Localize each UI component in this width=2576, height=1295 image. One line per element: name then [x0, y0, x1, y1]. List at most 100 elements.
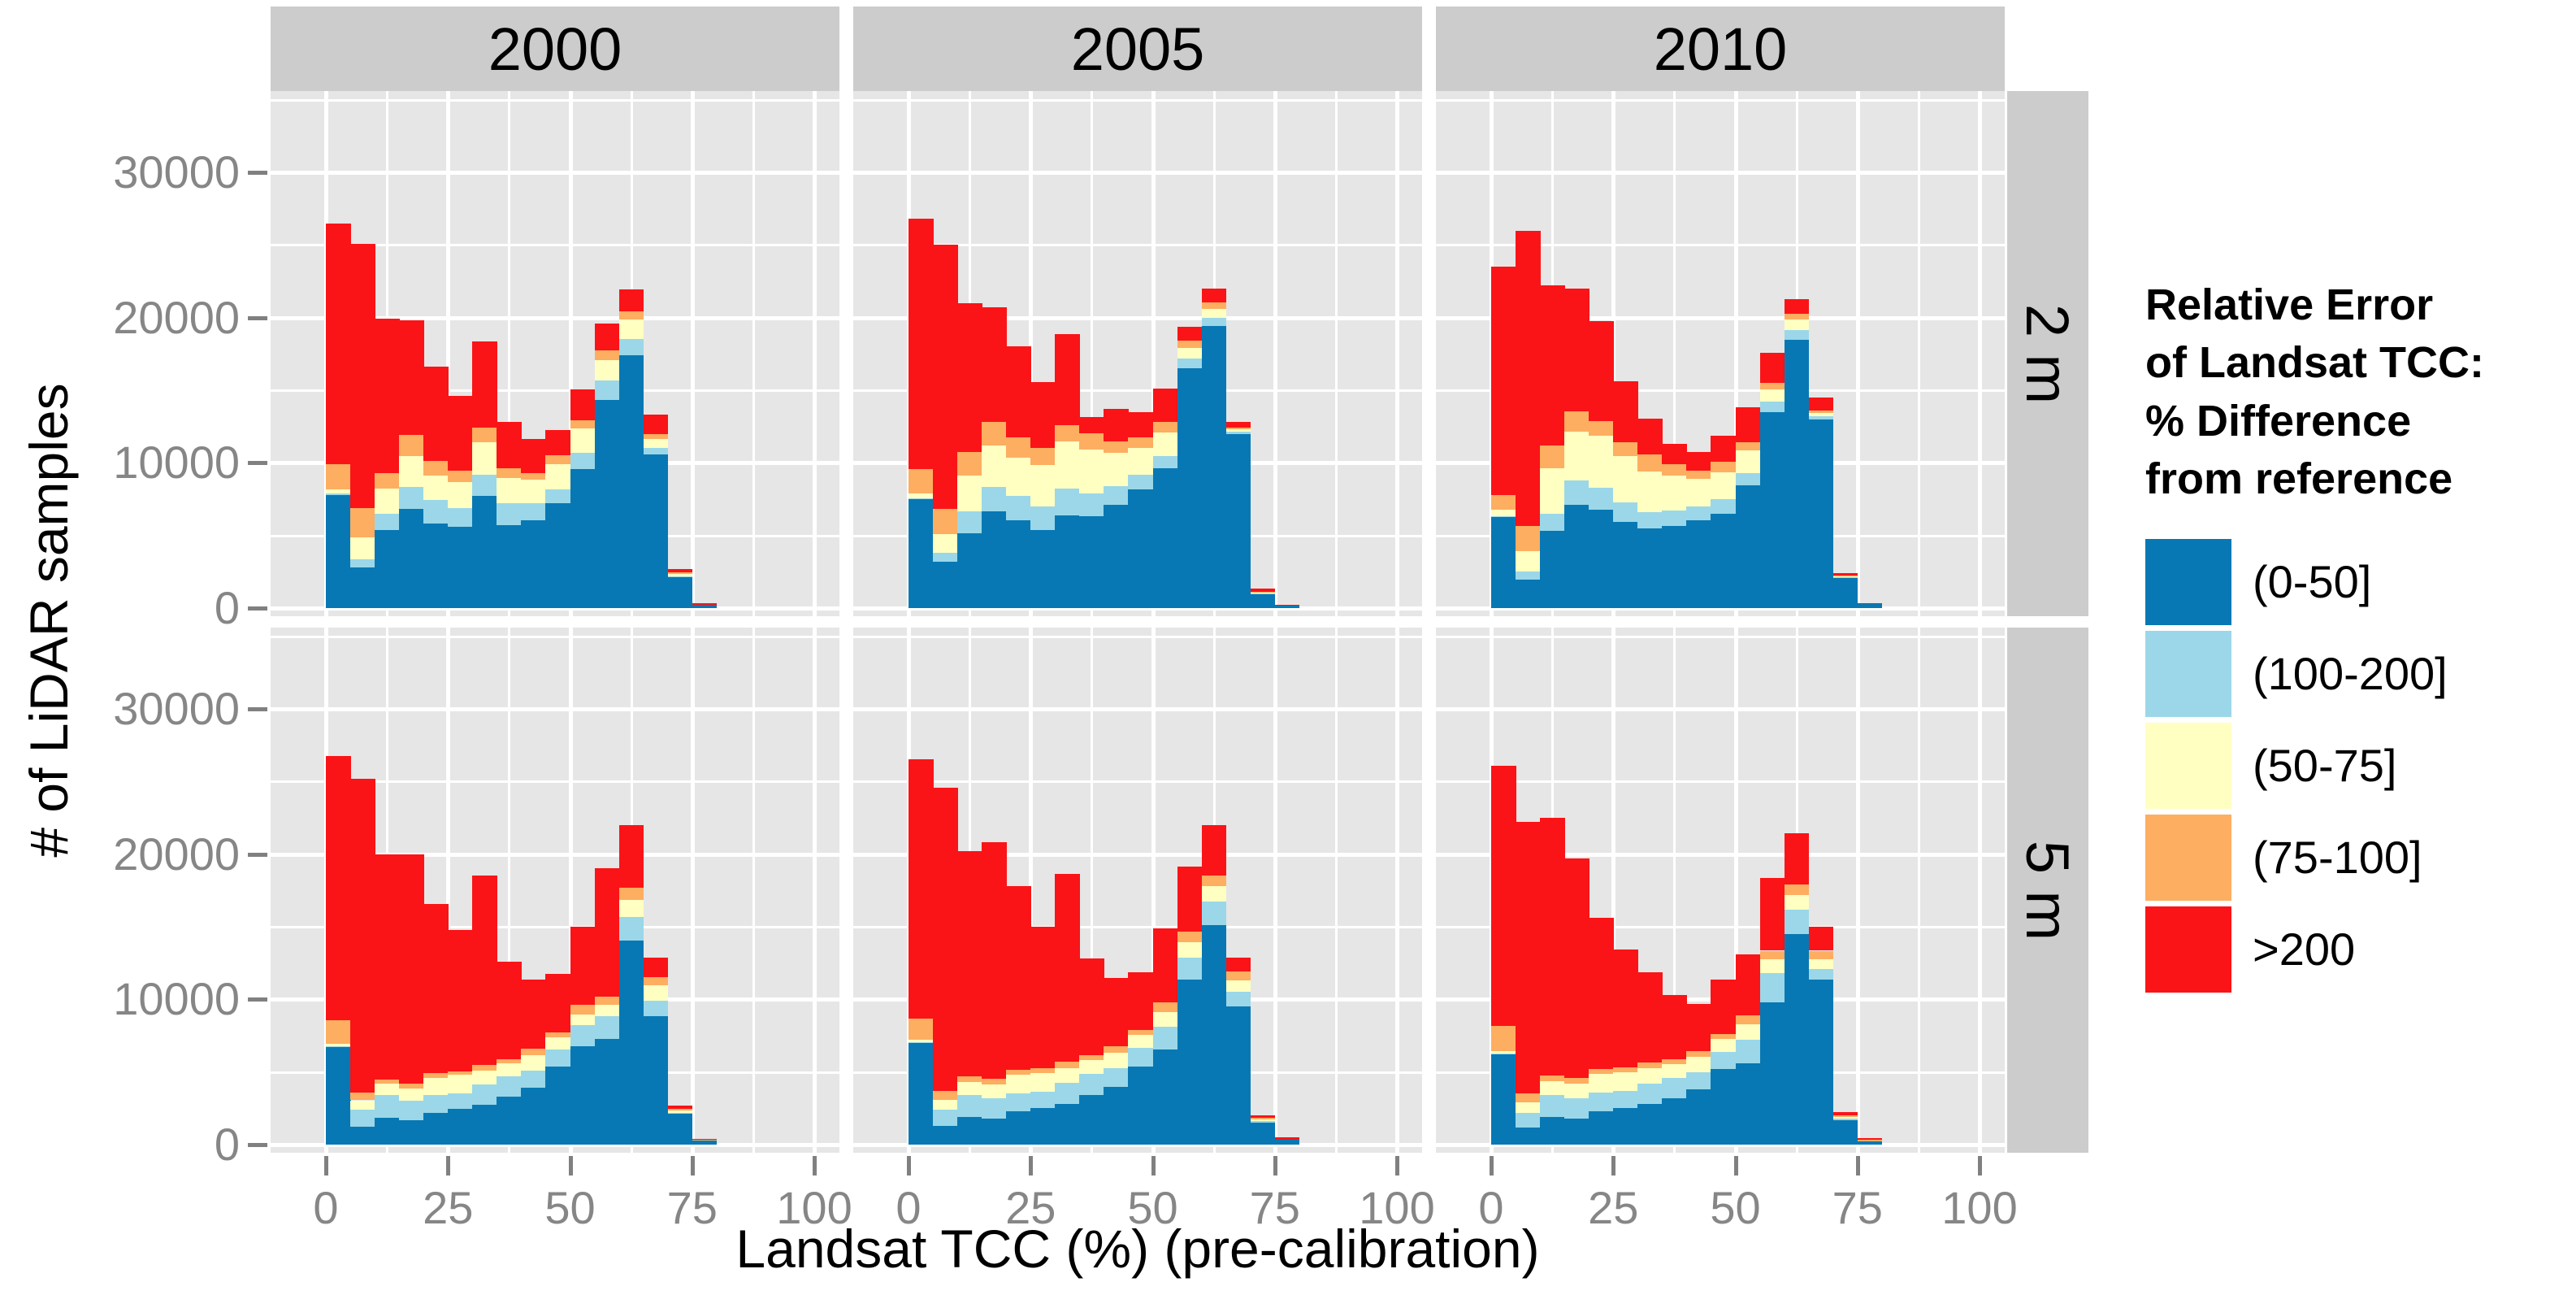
bar-segment	[1686, 1089, 1711, 1145]
bar-segment	[982, 1097, 1007, 1119]
bar-segment	[1613, 381, 1638, 443]
bar-segment	[667, 1114, 693, 1145]
bar-segment	[1784, 910, 1810, 934]
bar-segment	[350, 1110, 375, 1127]
bar-segment	[1808, 950, 1834, 960]
bar-segment	[521, 438, 546, 473]
bar-segment	[1637, 1083, 1663, 1104]
bar-segment	[1613, 1071, 1638, 1091]
facet-strip-resolution-2m: 2 m	[2007, 91, 2088, 616]
minor-gridline-x	[508, 91, 511, 616]
bar-segment	[1104, 485, 1129, 506]
bar-segment	[1564, 858, 1589, 1078]
minor-gridline-y	[1436, 244, 2005, 247]
minor-gridline-x	[1334, 91, 1338, 616]
major-gridline-x	[1733, 91, 1738, 616]
y-tick-mark	[248, 852, 267, 857]
y-tick-label: 10000	[113, 973, 240, 1025]
bar-segment	[909, 498, 934, 499]
bar-segment	[423, 1073, 449, 1078]
bar-segment	[1079, 958, 1104, 1056]
bar-segment	[350, 1126, 375, 1145]
minor-gridline-x	[1091, 91, 1094, 616]
bar-segment	[1055, 1103, 1080, 1145]
bar-segment	[1516, 822, 1541, 1094]
major-gridline-x	[1029, 628, 1034, 1153]
bar-segment	[1152, 1002, 1178, 1012]
bar-segment	[1662, 994, 1687, 1059]
bar-segment	[1637, 528, 1663, 608]
bar-segment	[618, 338, 644, 356]
bar-segment	[1662, 1058, 1687, 1064]
bar-segment	[1540, 445, 1565, 469]
bar-segment	[643, 438, 669, 448]
bar-segment	[1128, 1029, 1153, 1036]
y-tick-mark	[248, 171, 267, 176]
x-tick-label: 75	[1832, 1182, 1883, 1233]
bar-segment	[1274, 1137, 1300, 1140]
bar-segment	[1637, 512, 1663, 528]
bar-segment	[448, 396, 473, 472]
bar-segment	[1711, 462, 1736, 472]
bar-segment	[1540, 513, 1565, 532]
bar-segment	[1104, 1086, 1129, 1145]
bar-segment	[1759, 352, 1785, 384]
bar-segment	[1225, 431, 1251, 434]
bar-segment	[497, 1076, 522, 1097]
bar-segment	[423, 476, 449, 500]
bar-segment	[667, 576, 693, 578]
bar-segment	[982, 307, 1007, 423]
legend-item-label: (50-75]	[2253, 740, 2397, 792]
facet-panel-2000-5m	[271, 628, 839, 1153]
bar-segment	[472, 427, 497, 443]
bar-segment	[643, 976, 669, 986]
major-gridline-y	[1436, 606, 2005, 611]
bar-segment	[1832, 1119, 1858, 1145]
bar-segment	[1152, 422, 1178, 432]
bar-segment	[1735, 1040, 1761, 1063]
major-gridline-y	[271, 707, 839, 712]
bar-segment	[1784, 894, 1810, 910]
bar-segment	[570, 452, 596, 470]
bar-segment	[1662, 1063, 1687, 1078]
bar-segment	[1177, 358, 1203, 369]
bar-segment	[1540, 818, 1565, 1076]
bar-segment	[933, 245, 958, 509]
bar-segment	[982, 422, 1007, 445]
bar-segment	[1104, 452, 1129, 486]
bar-segment	[375, 472, 400, 489]
bar-segment	[1784, 340, 1810, 608]
bar-segment	[692, 1138, 718, 1140]
major-gridline-y	[853, 606, 1422, 611]
x-tick-mark	[1611, 1156, 1616, 1175]
bar-segment	[1564, 411, 1589, 432]
legend-swatch-icon	[2145, 814, 2231, 901]
bar-segment	[1564, 505, 1589, 608]
bar-segment	[1006, 1093, 1031, 1111]
bar-segment	[1006, 495, 1031, 520]
bar-segment	[1564, 1077, 1589, 1084]
y-tick-label: 30000	[113, 683, 240, 735]
bar-segment	[1540, 285, 1565, 445]
bar-segment	[1735, 1015, 1761, 1024]
facet-strip-label: 2 m	[2014, 303, 2082, 404]
bar-segment	[692, 1139, 718, 1141]
major-gridline-y	[853, 1143, 1422, 1147]
bar-segment	[1152, 432, 1178, 457]
bar-segment	[1637, 472, 1663, 513]
bar-segment	[933, 553, 958, 562]
bar-segment	[1711, 1051, 1736, 1070]
y-tick-label: 0	[214, 1119, 240, 1170]
bar-segment	[1662, 1097, 1687, 1145]
bar-segment	[1225, 428, 1251, 430]
bar-segment	[1662, 511, 1687, 527]
bar-segment	[1589, 509, 1614, 608]
bar-segment	[521, 519, 546, 608]
bar-segment	[1250, 593, 1276, 595]
bar-segment	[399, 1083, 424, 1089]
bar-segment	[1055, 1083, 1080, 1104]
bar-segment	[1711, 513, 1736, 608]
bar-segment	[1759, 411, 1785, 608]
bar-segment	[350, 1100, 375, 1110]
bar-segment	[1832, 1115, 1858, 1118]
